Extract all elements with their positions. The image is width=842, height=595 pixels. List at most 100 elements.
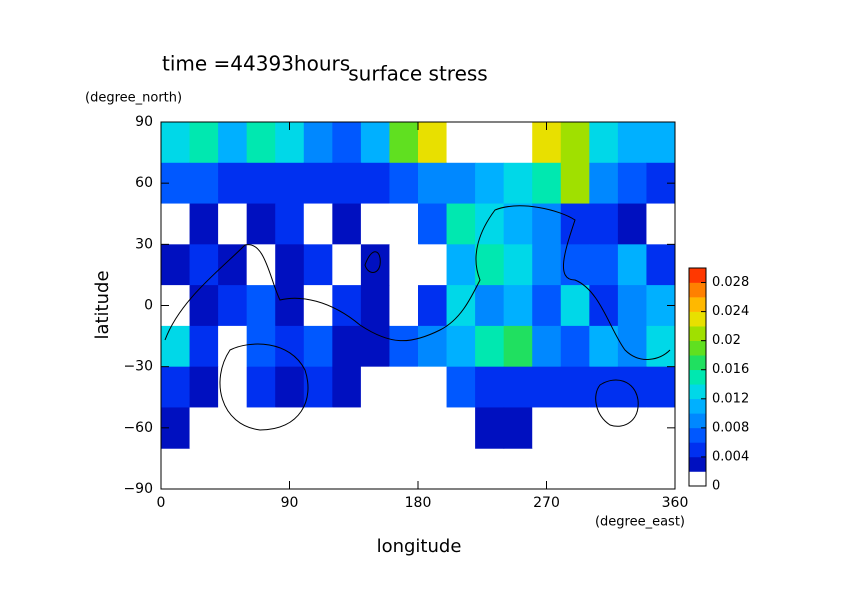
coastlines	[164, 205, 671, 431]
contour-cell	[303, 244, 333, 286]
contour-cell	[532, 244, 562, 286]
y-tick-label: −60	[123, 420, 153, 436]
contour-cell	[503, 162, 533, 205]
colorbar-swatch	[689, 268, 706, 283]
contour-cell	[189, 203, 219, 245]
contour-cell	[560, 407, 590, 449]
contour-cell	[475, 122, 505, 164]
contour-cell	[218, 162, 248, 205]
contour-cell	[646, 203, 676, 245]
contour-cell	[503, 122, 533, 164]
contour-cell	[303, 407, 333, 449]
contour-cell	[446, 162, 476, 205]
contour-cell	[475, 162, 505, 205]
y-tick-label: 60	[135, 175, 153, 191]
contour-cell	[246, 122, 276, 164]
contour-cell	[418, 203, 448, 245]
colorbar-swatch	[689, 384, 706, 400]
colorbar-tick-label: 0.004	[712, 449, 749, 464]
contour-cell	[418, 122, 448, 164]
contour-cell	[303, 162, 333, 205]
contour-cell	[360, 366, 390, 408]
contour-cell	[246, 203, 276, 245]
y-tick-label: −90	[123, 481, 153, 497]
colorbar-swatch	[689, 340, 706, 356]
contour-cell	[646, 244, 676, 286]
contour-cell	[275, 244, 305, 286]
contour-cell	[360, 325, 390, 368]
contour-cell	[360, 162, 390, 205]
contour-cell	[389, 285, 419, 327]
contour-cell	[275, 325, 305, 368]
contour-cell	[475, 407, 505, 449]
contour-cell	[560, 244, 590, 286]
y-tick-label: 0	[144, 298, 153, 314]
colorbar-swatch	[689, 369, 706, 385]
contour-cell	[360, 203, 390, 245]
y-tick-label: 90	[135, 114, 153, 130]
contour-cell	[246, 325, 276, 368]
contour-cell	[475, 325, 505, 368]
contour-cell	[418, 407, 448, 449]
contour-cell	[589, 285, 619, 327]
contour-cell	[589, 407, 619, 449]
contour-cell	[189, 325, 219, 368]
contour-cell	[218, 244, 248, 286]
contour-cell	[532, 162, 562, 205]
contour-cell	[446, 285, 476, 327]
contour-cell	[246, 244, 276, 286]
contour-cell	[475, 366, 505, 408]
colorbar-swatch	[689, 413, 706, 429]
colorbar-swatch	[689, 297, 706, 312]
contour-cell	[360, 285, 390, 327]
colorbar-tick-label: 0.016	[712, 362, 749, 377]
contour-cell	[189, 407, 219, 449]
contour-cell	[360, 244, 390, 286]
contour-cell	[475, 285, 505, 327]
colorbar-swatch	[689, 442, 706, 458]
contour-cell	[418, 162, 448, 205]
contour-cell	[218, 366, 248, 408]
coastline	[219, 343, 309, 431]
contour-cell	[389, 203, 419, 245]
contour-cell	[532, 285, 562, 327]
contour-cell	[332, 325, 362, 368]
contour-cell	[503, 285, 533, 327]
x-tick-label: 270	[533, 495, 560, 511]
coastline	[164, 205, 671, 360]
contour-cell	[389, 366, 419, 408]
contour-cell	[389, 122, 419, 164]
contour-cell	[532, 407, 562, 449]
colorbar-swatch	[689, 355, 706, 371]
contour-cell	[275, 203, 305, 245]
contour-cell	[560, 366, 590, 408]
contour-cell	[360, 122, 390, 164]
contour-cell	[246, 366, 276, 408]
contour-cell	[218, 407, 248, 449]
colorbar-swatch	[689, 282, 706, 298]
contour-cell	[446, 325, 476, 368]
colorbar-swatch	[689, 427, 706, 443]
colorbar: 0 0.004 0.008 0.012 0.016 0.02 0.024 0.028	[688, 267, 749, 494]
contour-cell	[560, 325, 590, 368]
contour-cell	[189, 162, 219, 205]
contour-cell	[560, 122, 590, 164]
contour-cell	[560, 285, 590, 327]
contour-cell	[560, 203, 590, 245]
contour-cell	[617, 244, 647, 286]
contour-cell	[617, 407, 647, 449]
contour-cell	[303, 122, 333, 164]
y-axis-label: latitude	[92, 270, 113, 339]
contour-cell	[560, 162, 590, 205]
contour-cell	[418, 285, 448, 327]
contour-cell	[303, 203, 333, 245]
contour-cell	[332, 203, 362, 245]
contour-cell	[246, 285, 276, 327]
contour-cell	[589, 122, 619, 164]
x-tick-label: 180	[405, 495, 432, 511]
contour-cell	[446, 203, 476, 245]
contour-cell	[189, 366, 219, 408]
contour-cell	[646, 122, 676, 164]
contour-cell	[161, 203, 191, 245]
